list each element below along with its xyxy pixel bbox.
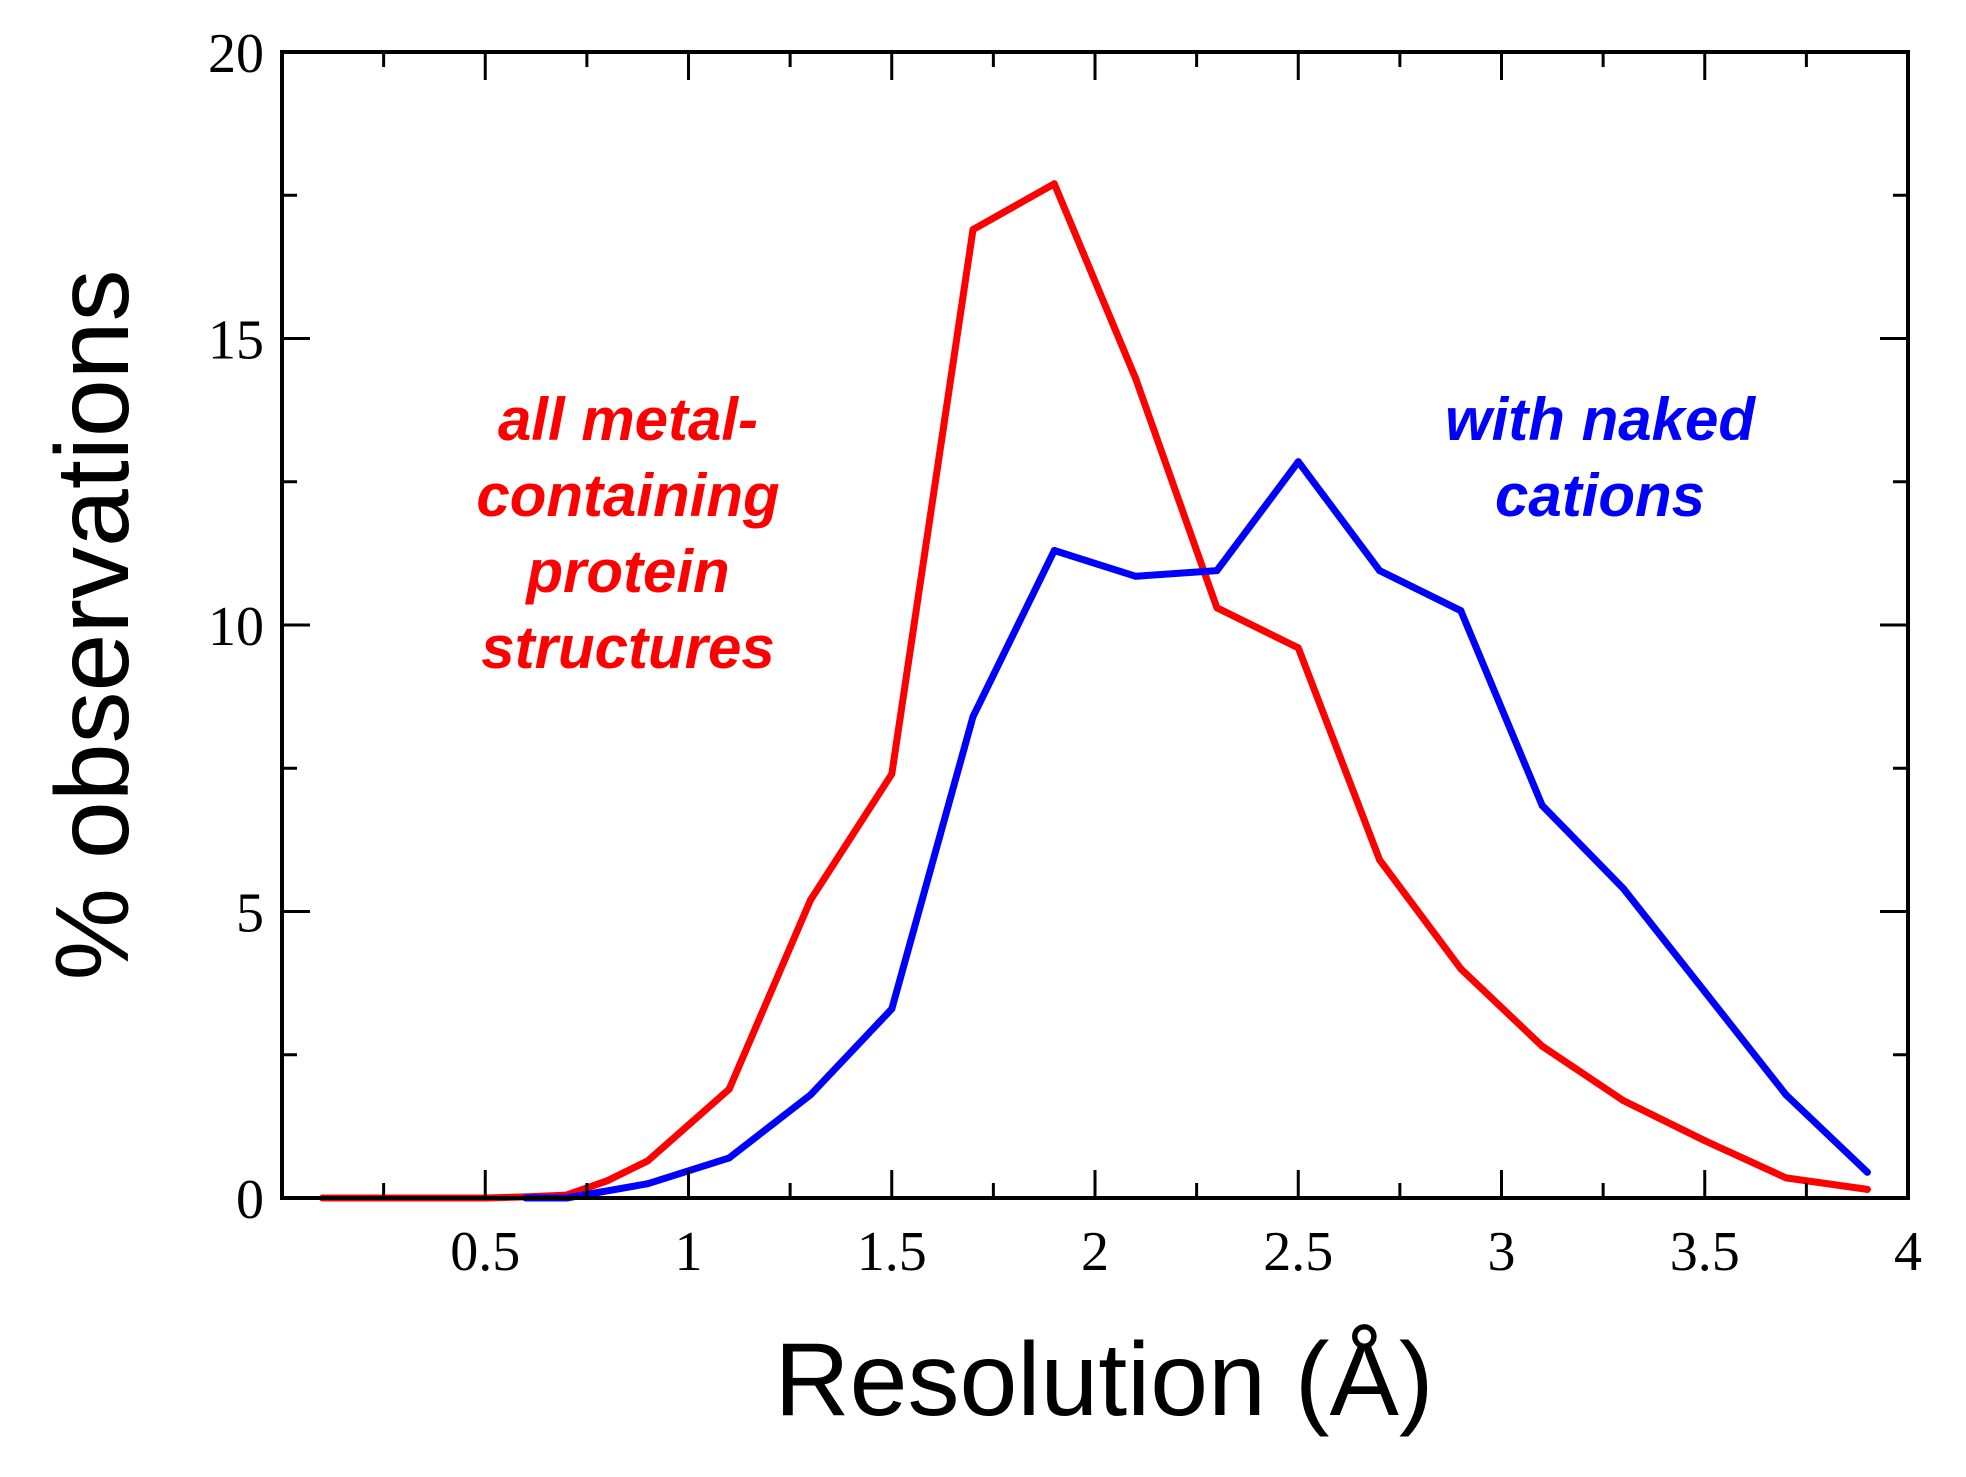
data-point [806, 1091, 814, 1099]
annotation-line: cations [1495, 462, 1705, 529]
y-tick-label: 15 [208, 310, 264, 372]
data-point [969, 226, 977, 234]
x-tick-label: 3 [1488, 1221, 1516, 1283]
x-tick-label: 1 [675, 1221, 703, 1283]
data-point [1538, 1042, 1546, 1050]
data-point [1294, 644, 1302, 652]
annotation-line: all metal- [498, 386, 758, 453]
x-tick-label: 2.5 [1263, 1221, 1333, 1283]
data-point [1050, 547, 1058, 555]
annotation-line: with naked [1445, 386, 1756, 453]
data-point [1457, 607, 1465, 615]
annotation-naked-cations: with naked cations [1445, 386, 1756, 529]
data-point [969, 713, 977, 721]
x-axis: 0.5 1 1.5 2 2.5 3 3.5 4 [280, 52, 1922, 1283]
data-point [1863, 1168, 1871, 1176]
data-point [1538, 801, 1546, 809]
data-point [1213, 604, 1221, 612]
y-tick-label: 20 [208, 23, 264, 85]
data-point [603, 1177, 611, 1185]
data-point [1619, 1097, 1627, 1105]
data-point [888, 1005, 896, 1013]
annotation-line: containing [476, 462, 779, 529]
y-tick-label: 0 [236, 1169, 264, 1231]
annotation-line: protein [524, 538, 729, 605]
x-tick-label: 3.5 [1670, 1221, 1740, 1283]
data-point [644, 1180, 652, 1188]
series-line-naked-cations [522, 458, 1871, 1202]
y-axis: 0 5 10 15 20 [208, 23, 1908, 1231]
data-point [1213, 567, 1221, 575]
x-tick-label: 2 [1081, 1221, 1109, 1283]
data-point [1294, 458, 1302, 466]
data-point [888, 770, 896, 778]
data-point [1132, 572, 1140, 580]
data-point [1457, 965, 1465, 973]
y-tick-label: 10 [208, 596, 264, 658]
x-tick-label: 0.5 [450, 1221, 520, 1283]
annotation-all-metal: all metal-containing protein structures [476, 386, 779, 681]
data-point [1050, 180, 1058, 188]
y-tick-label: 5 [236, 883, 264, 945]
x-tick-label: 4 [1894, 1221, 1922, 1283]
x-tick-label: 1.5 [857, 1221, 927, 1283]
annotation-line: structures [481, 614, 774, 681]
data-point [806, 896, 814, 904]
data-point [1782, 1174, 1790, 1182]
data-point [1376, 567, 1384, 575]
data-point [1782, 1091, 1790, 1099]
x-axis-title: Resolution (Å) [775, 1322, 1434, 1438]
data-point [1701, 1137, 1709, 1145]
data-point [725, 1085, 733, 1093]
data-point [1619, 885, 1627, 893]
data-point [1376, 856, 1384, 864]
data-point [1863, 1185, 1871, 1193]
data-point [644, 1157, 652, 1165]
data-point [1701, 988, 1709, 996]
y-axis-title: % observations [35, 269, 151, 980]
data-point [1132, 375, 1140, 383]
data-point [725, 1154, 733, 1162]
